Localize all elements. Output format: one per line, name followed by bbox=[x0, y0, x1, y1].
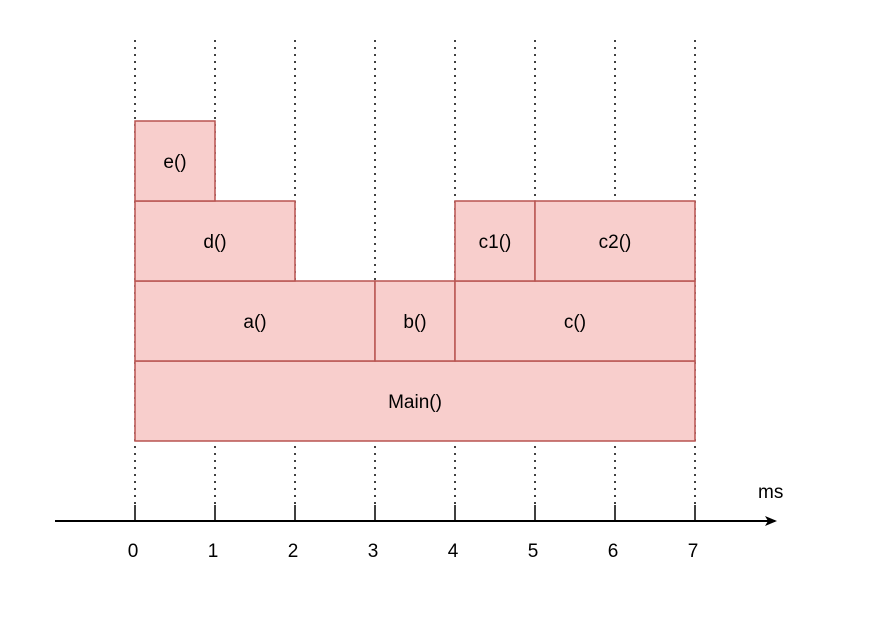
frame-c1[interactable]: c1() bbox=[454, 200, 536, 282]
frame-c1-box bbox=[454, 200, 536, 282]
frame-b[interactable]: b() bbox=[374, 280, 456, 362]
frame-b-box bbox=[374, 280, 456, 362]
frame-c[interactable]: c() bbox=[454, 280, 696, 362]
tick-label-4: 4 bbox=[448, 541, 459, 562]
frame-d[interactable]: d() bbox=[134, 200, 296, 282]
tick-label-7: 7 bbox=[688, 541, 699, 562]
call-frames: Main() a() b() c() d() c1() c2() e() bbox=[134, 120, 696, 442]
frame-main[interactable]: Main() bbox=[134, 360, 696, 442]
tick-label-2: 2 bbox=[288, 541, 299, 562]
frame-e-label: e() bbox=[163, 152, 186, 173]
frame-a-label: a() bbox=[243, 312, 266, 333]
frame-c2-label: c2() bbox=[599, 232, 632, 253]
frame-d-label: d() bbox=[203, 232, 226, 253]
frame-c-label: c() bbox=[564, 312, 586, 333]
frame-a[interactable]: a() bbox=[134, 280, 376, 362]
frame-e-box bbox=[134, 120, 216, 202]
frame-a-box bbox=[134, 280, 376, 362]
tick-label-3: 3 bbox=[368, 541, 379, 562]
frame-main-box bbox=[134, 360, 696, 442]
tick-label-1: 1 bbox=[208, 541, 219, 562]
frame-main-label: Main() bbox=[388, 392, 442, 413]
frame-c2-box bbox=[534, 200, 696, 282]
frame-c-box bbox=[454, 280, 696, 362]
frame-c2[interactable]: c2() bbox=[534, 200, 696, 282]
tick-label-5: 5 bbox=[528, 541, 539, 562]
frame-e[interactable]: e() bbox=[134, 120, 216, 202]
tick-label-6: 6 bbox=[608, 541, 619, 562]
axis-unit-label: ms bbox=[758, 482, 783, 503]
frame-d-box bbox=[134, 200, 296, 282]
time-axis: ms bbox=[55, 482, 783, 526]
tick-label-0: 0 bbox=[128, 541, 139, 562]
frame-c1-label: c1() bbox=[479, 232, 512, 253]
frame-b-label: b() bbox=[403, 312, 426, 333]
tick-labels: 0 1 2 3 4 5 6 7 bbox=[128, 541, 699, 562]
